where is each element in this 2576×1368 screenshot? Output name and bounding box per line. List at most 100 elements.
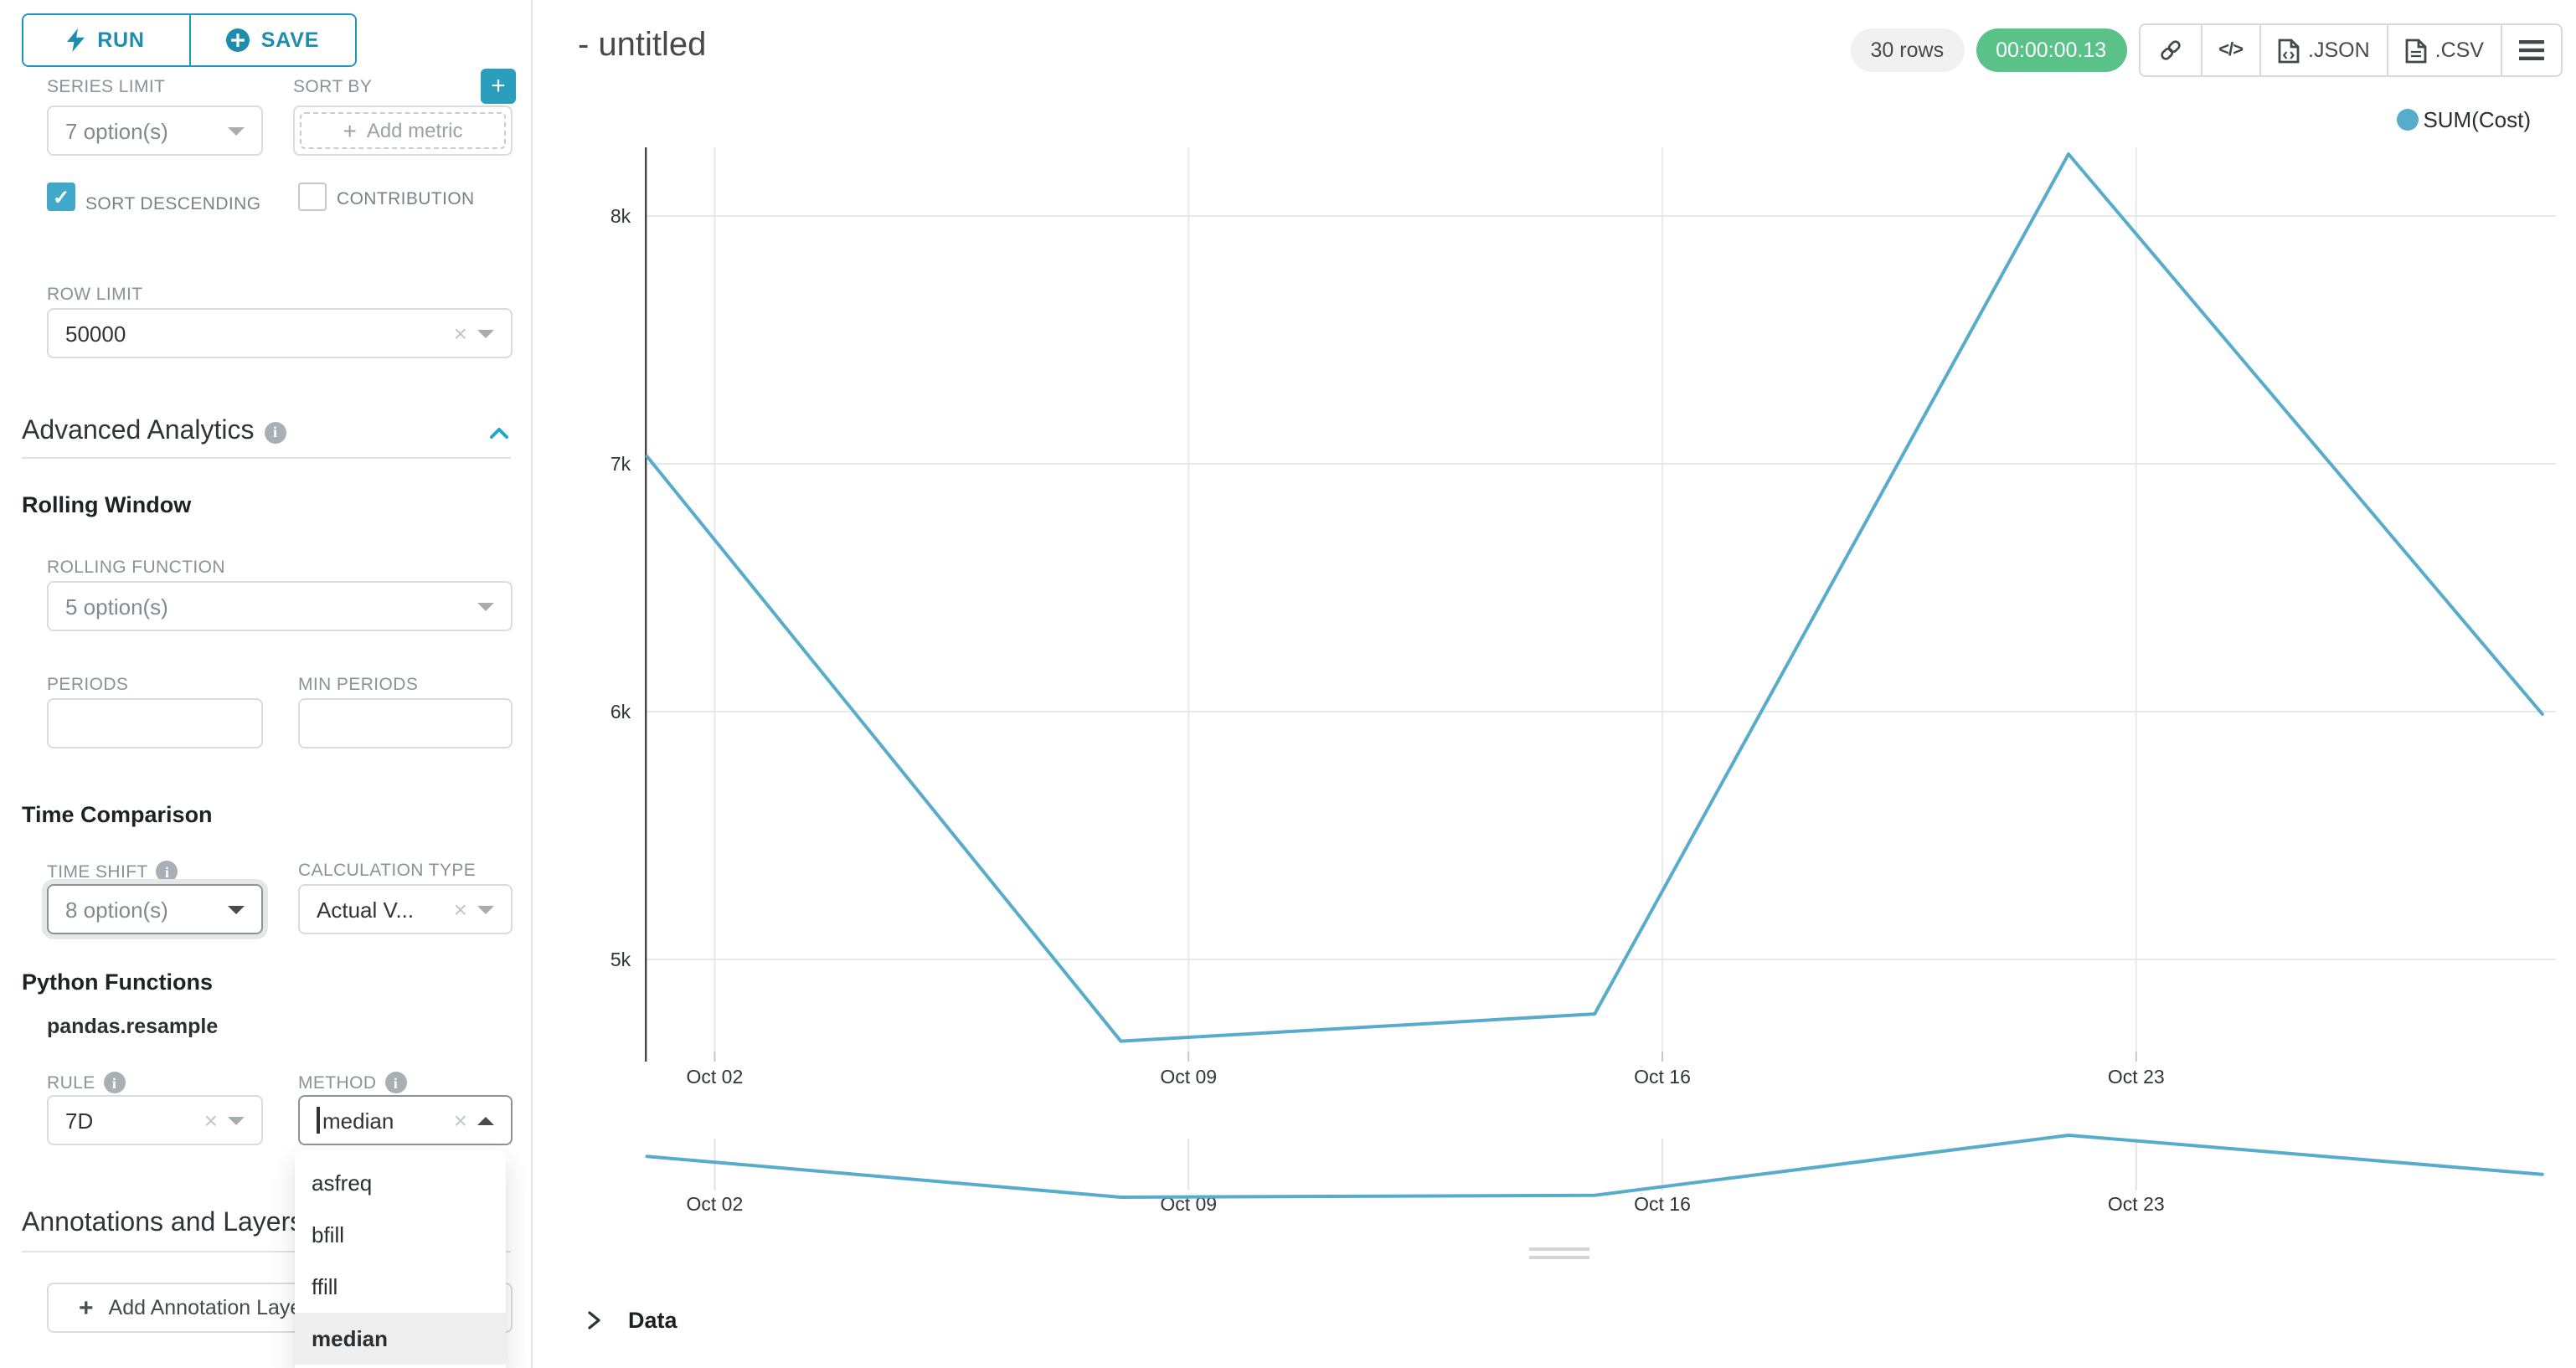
sort-by-dropzone[interactable]: + Add metric bbox=[293, 105, 513, 156]
contribution-checkbox[interactable] bbox=[298, 183, 327, 211]
rolling-function-label: ROLLING FUNCTION bbox=[47, 558, 225, 578]
resize-drag-handle[interactable] bbox=[1529, 1247, 1589, 1263]
svg-text:Oct 23: Oct 23 bbox=[2108, 1193, 2165, 1215]
plus-icon: + bbox=[343, 117, 357, 144]
chart-area: - untitled 30 rows 00:00:00.13 </> bbox=[533, 0, 2576, 1368]
clear-icon[interactable]: × bbox=[453, 1107, 467, 1134]
row-count-badge: 30 rows bbox=[1850, 28, 1965, 72]
export-button-group: </> .JSON .CSV bbox=[2138, 23, 2563, 77]
rule-label: RULE i bbox=[47, 1072, 126, 1093]
text-cursor bbox=[317, 1107, 319, 1134]
export-json-button[interactable]: .JSON bbox=[2259, 25, 2387, 75]
run-button[interactable]: RUN bbox=[23, 15, 188, 65]
pandas-resample-label: pandas.resample bbox=[47, 1015, 219, 1038]
time-shift-label-text: TIME SHIFT bbox=[47, 861, 148, 882]
method-label: METHOD i bbox=[298, 1072, 407, 1093]
svg-text:6k: 6k bbox=[611, 701, 631, 723]
periods-input[interactable] bbox=[47, 698, 263, 748]
chevron-down-icon bbox=[228, 1116, 245, 1124]
rule-label-text: RULE bbox=[47, 1072, 95, 1093]
data-panel-toggle[interactable]: Data bbox=[585, 1308, 677, 1333]
method-combobox[interactable]: median × bbox=[298, 1095, 513, 1145]
min-periods-label: MIN PERIODS bbox=[298, 675, 419, 695]
svg-text:5k: 5k bbox=[611, 949, 631, 970]
row-limit-select[interactable]: 50000 × bbox=[47, 308, 513, 358]
calculation-type-value: Actual V... bbox=[317, 897, 415, 922]
legend-series-name: SUM(Cost) bbox=[2423, 107, 2531, 132]
copy-link-button[interactable] bbox=[2140, 25, 2200, 75]
svg-text:Oct 09: Oct 09 bbox=[1160, 1066, 1217, 1088]
min-periods-input[interactable] bbox=[298, 698, 513, 748]
clear-icon[interactable]: × bbox=[204, 1107, 218, 1134]
svg-text:Oct 16: Oct 16 bbox=[1634, 1193, 1691, 1215]
series-limit-value: 7 option(s) bbox=[65, 118, 168, 143]
legend-marker-dot bbox=[2396, 109, 2419, 131]
series-limit-select[interactable]: 7 option(s) bbox=[47, 105, 263, 156]
info-icon[interactable]: i bbox=[384, 1072, 407, 1093]
annotations-header[interactable]: Annotations and Layers bbox=[22, 1209, 303, 1239]
more-menu-button[interactable] bbox=[2501, 25, 2561, 75]
collapse-chevron-up-icon[interactable] bbox=[489, 424, 509, 444]
method-option[interactable]: median bbox=[295, 1313, 506, 1365]
sort-descending-label: SORT DESCENDING bbox=[85, 194, 261, 214]
chart-title[interactable]: - untitled bbox=[578, 27, 707, 64]
hamburger-menu-icon bbox=[2519, 40, 2544, 60]
rolling-function-value: 5 option(s) bbox=[65, 594, 168, 619]
rolling-function-select[interactable]: 5 option(s) bbox=[47, 581, 513, 631]
add-annotation-label: Add Annotation Layer bbox=[108, 1296, 309, 1319]
svg-text:Oct 23: Oct 23 bbox=[2108, 1066, 2165, 1088]
sort-descending-checkbox[interactable]: ✓ bbox=[47, 183, 75, 211]
check-icon: ✓ bbox=[52, 185, 70, 208]
plus-icon: + bbox=[79, 1293, 94, 1322]
annotations-title: Annotations and Layers bbox=[22, 1209, 304, 1237]
query-timer-badge: 00:00:00.13 bbox=[1976, 28, 2127, 72]
control-panel: RUN SAVE SERIES LIMIT SORT BY + 7 option… bbox=[0, 0, 533, 1368]
run-save-button-group: RUN SAVE bbox=[22, 13, 357, 67]
add-sort-metric-button[interactable]: + bbox=[481, 69, 516, 104]
save-label: SAVE bbox=[260, 28, 320, 52]
add-metric-ghost-button[interactable]: + Add metric bbox=[300, 112, 506, 149]
method-option[interactable]: ffill bbox=[312, 1274, 338, 1299]
calculation-type-select[interactable]: Actual V... × bbox=[298, 884, 513, 934]
svg-text:7k: 7k bbox=[611, 453, 631, 475]
info-icon[interactable]: i bbox=[103, 1072, 126, 1093]
embed-code-button[interactable]: </> bbox=[2200, 25, 2259, 75]
csv-label: .CSV bbox=[2434, 39, 2484, 62]
time-shift-select[interactable]: 8 option(s) bbox=[47, 884, 263, 934]
method-option[interactable]: bfill bbox=[312, 1222, 345, 1247]
section-divider bbox=[22, 1251, 511, 1252]
export-csv-button[interactable]: .CSV bbox=[2386, 25, 2501, 75]
rule-select[interactable]: 7D × bbox=[47, 1095, 263, 1145]
calculation-type-label: CALCULATION TYPE bbox=[298, 861, 477, 881]
time-shift-value: 8 option(s) bbox=[65, 897, 168, 922]
advanced-analytics-header[interactable]: Advanced Analytics i bbox=[22, 417, 286, 447]
chevron-down-icon bbox=[228, 126, 245, 135]
run-label: RUN bbox=[97, 28, 145, 52]
method-label-text: METHOD bbox=[298, 1072, 377, 1093]
row-limit-value: 50000 bbox=[65, 321, 126, 346]
method-option[interactable]: asfreq bbox=[312, 1170, 373, 1196]
series-limit-label: SERIES LIMIT bbox=[47, 77, 166, 97]
info-icon[interactable]: i bbox=[264, 421, 286, 443]
info-icon[interactable]: i bbox=[156, 861, 178, 882]
chevron-down-icon bbox=[228, 905, 245, 913]
save-button[interactable]: SAVE bbox=[188, 15, 355, 65]
line-chart[interactable]: 5k 6k 7k 8k Oct 02 Oct 02 Oct 09 Oct 09 Oct 16 Oc… bbox=[533, 0, 2576, 1368]
clear-icon[interactable]: × bbox=[453, 896, 467, 923]
svg-text:Oct 02: Oct 02 bbox=[687, 1066, 744, 1088]
svg-text:Oct 02: Oct 02 bbox=[687, 1193, 744, 1215]
section-divider bbox=[22, 457, 511, 459]
json-label: .JSON bbox=[2308, 39, 2370, 62]
clear-icon[interactable]: × bbox=[453, 320, 467, 347]
time-shift-label: TIME SHIFT i bbox=[47, 861, 178, 882]
chart-toolbar: 30 rows 00:00:00.13 </> bbox=[1850, 23, 2563, 77]
file-code-icon bbox=[2278, 38, 2300, 63]
code-icon: </> bbox=[2218, 40, 2244, 60]
lightning-icon bbox=[67, 28, 85, 52]
legend-item[interactable]: SUM(Cost) bbox=[2396, 107, 2531, 132]
chevron-up-icon bbox=[477, 1116, 494, 1124]
periods-label: PERIODS bbox=[47, 675, 129, 695]
rule-value: 7D bbox=[65, 1108, 94, 1133]
